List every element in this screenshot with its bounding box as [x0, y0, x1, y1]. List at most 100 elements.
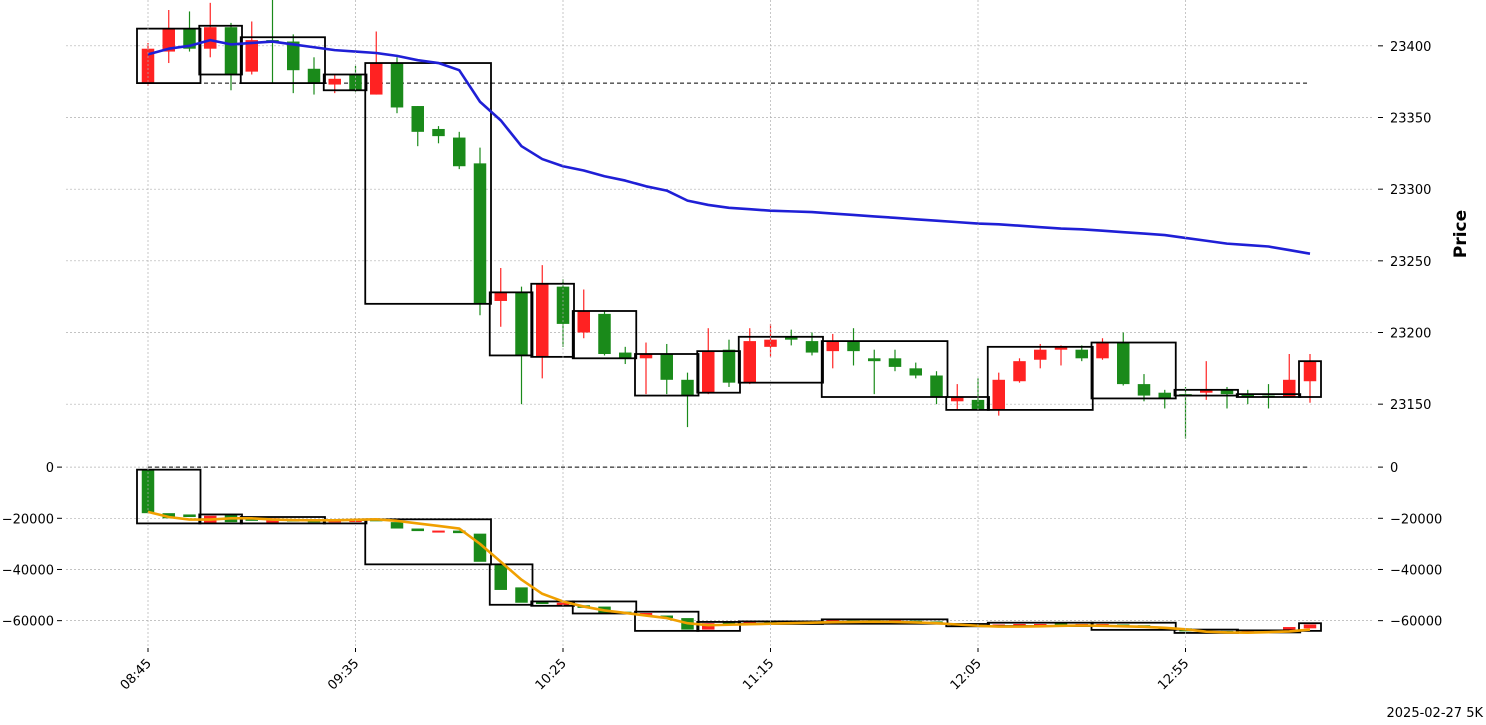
indicator-candle-body [536, 601, 549, 605]
price-candle-body [536, 283, 549, 357]
indicator-left-tick-label: 0 [46, 461, 54, 476]
price-range-box [322, 73, 368, 92]
price-candle-body [888, 358, 902, 367]
price-candle-body [411, 106, 424, 132]
price-candle-body [868, 358, 881, 362]
price-tick-label: 23400 [1390, 40, 1431, 55]
indicator-ma-line [147, 510, 1311, 634]
price-candle-body [1137, 384, 1151, 396]
price-candle-body [764, 339, 777, 347]
price-tick-label: 23250 [1390, 255, 1431, 270]
price-range-box [696, 350, 741, 394]
indicator-candle-body [141, 469, 155, 514]
indicator-candle-body [183, 514, 196, 518]
price-candle-body [390, 63, 404, 108]
price-candle-body [702, 351, 715, 393]
indicator-panel: 0 0 −20000 −20000 −40000 −40000 −60000 −60000 [2, 461, 1442, 634]
price-range-box [634, 353, 700, 397]
price-range-box [530, 282, 575, 358]
price-candle-body [162, 28, 175, 52]
indicator-right-tick-label: −40000 [1390, 563, 1442, 578]
indicator-candle-body [411, 528, 424, 532]
price-candle-body [204, 27, 217, 49]
price-candle-body [1117, 342, 1130, 385]
price-candle-body [1096, 342, 1109, 359]
price-range-box [198, 24, 243, 76]
price-range-box [488, 291, 534, 357]
price-candle-body [245, 40, 258, 72]
indicator-right-tick-label: −20000 [1390, 512, 1442, 527]
price-candle-body [370, 63, 383, 95]
indicator-range-box [571, 600, 638, 615]
indicator-left-tick-label: −60000 [2, 615, 54, 630]
price-candle-body [1220, 389, 1234, 395]
price-range-box [737, 335, 824, 384]
price-candle-body [577, 311, 590, 333]
price-candle-body [660, 354, 673, 380]
price-range-box [1298, 360, 1322, 398]
price-candle-body [743, 341, 756, 383]
indicator-candle-body [494, 564, 507, 590]
price-candle-body [930, 375, 943, 397]
price-candle-body [598, 313, 611, 354]
price-candle-body [1283, 379, 1296, 397]
price-range-box [136, 27, 202, 85]
indicator-right-tick-label: 0 [1390, 461, 1398, 476]
price-candle-body [826, 341, 839, 352]
price-range-box [986, 345, 1094, 411]
price-candle-body [494, 292, 507, 301]
price-candle-body [1241, 394, 1254, 397]
price-candle-body [328, 78, 341, 85]
price-candle-body [785, 336, 798, 340]
indicator-candle-body [390, 522, 404, 529]
price-candle-body [432, 128, 445, 137]
indicator-candle-body [432, 530, 445, 533]
price-tick-label: 23350 [1390, 112, 1431, 127]
indicator-candle-body [1054, 623, 1068, 626]
indicator-right-tick-label: −60000 [1390, 615, 1442, 630]
price-candle-body [1034, 349, 1047, 360]
indicator-candle-body [453, 530, 466, 534]
price-range-box [1173, 388, 1239, 397]
indicator-range-box [696, 621, 741, 632]
price-ma-line [147, 38, 1311, 255]
price-tick-label: 23300 [1390, 183, 1431, 198]
indicator-left-tick-label: −20000 [2, 512, 54, 527]
price-range-box [1235, 393, 1302, 398]
price-range-box [239, 36, 326, 84]
price-axis-title: Price [1451, 210, 1471, 258]
indicator-candle-body [515, 587, 528, 603]
indicator-candle-body [1013, 623, 1026, 626]
price-candle-body [847, 341, 860, 352]
indicator-range-box [488, 563, 534, 606]
price-candle-body [951, 397, 964, 402]
price-candle-body [515, 292, 528, 356]
footer-date-label: 2025-02-27 5K [1387, 706, 1484, 721]
price-tick-label: 23150 [1390, 398, 1431, 413]
price-candle-body [349, 74, 362, 91]
price-candle-body [619, 352, 632, 359]
indicator-range-box [364, 518, 492, 566]
price-range-box [571, 310, 638, 360]
price-range-box [945, 396, 990, 411]
indicator-candle-body [1283, 627, 1296, 630]
price-candle-body [1013, 361, 1026, 382]
price-candle-body [307, 68, 321, 84]
indicator-candle-body [639, 612, 653, 615]
price-candle-body [473, 163, 487, 304]
price-range-box [364, 62, 492, 305]
indicator-candle-body [826, 619, 839, 622]
price-tick-label: 23200 [1390, 327, 1431, 342]
indicator-candle-body [1034, 623, 1047, 626]
price-candle-body [1054, 346, 1068, 350]
price-candle-body [909, 368, 922, 376]
price-candle-body [805, 341, 819, 353]
price-candle-body [224, 27, 238, 75]
price-candle-body [1303, 361, 1317, 382]
indicator-range-box [136, 468, 202, 525]
price-candle-body [722, 349, 736, 383]
price-candle-body [681, 379, 694, 396]
